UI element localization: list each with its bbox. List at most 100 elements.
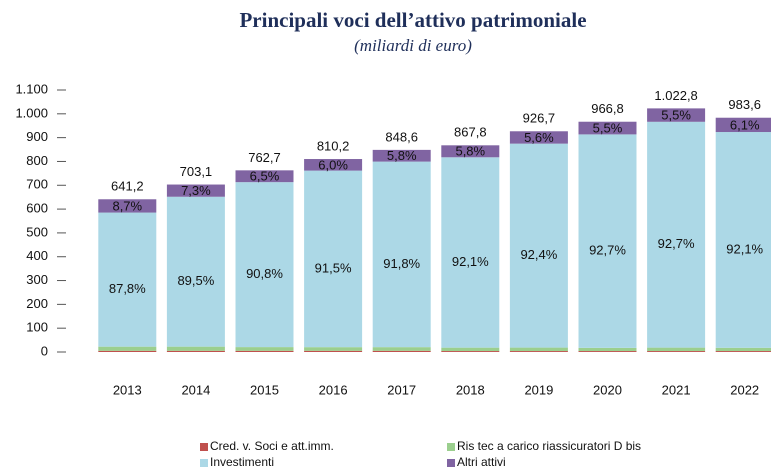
x-tick-label: 2020 <box>593 382 622 397</box>
legend-swatch <box>447 443 455 451</box>
share-label: 6,1% <box>730 117 760 132</box>
bar-segment <box>647 347 706 352</box>
total-label: 848,6 <box>385 129 418 144</box>
bar-segment <box>235 182 294 348</box>
y-tick-label: 0 <box>41 343 48 358</box>
bar-segment <box>304 350 363 352</box>
y-tick-label: 400 <box>26 248 48 263</box>
x-tick-label: 2019 <box>524 382 553 397</box>
bar-segment <box>166 350 225 352</box>
bar-segment <box>304 347 363 351</box>
share-label: 92,7% <box>658 236 695 251</box>
bar-segment <box>509 143 568 348</box>
share-label: 89,5% <box>177 273 214 288</box>
legend-label: Cred. v. Soci e att.imm. <box>210 439 334 453</box>
bar-segment <box>715 132 771 348</box>
bar-segment <box>578 347 637 352</box>
share-label: 5,8% <box>387 148 417 163</box>
x-tick-label: 2022 <box>730 382 759 397</box>
share-label: 92,1% <box>452 254 489 269</box>
x-tick-label: 2021 <box>662 382 691 397</box>
y-tick-label: 700 <box>26 177 48 192</box>
bar-segment <box>647 108 706 122</box>
bar-segment <box>441 351 500 352</box>
bar-segment <box>166 346 225 351</box>
x-tick-label: 2016 <box>319 382 348 397</box>
bar-segment <box>509 131 568 144</box>
bar-segment <box>578 121 637 135</box>
y-tick-label: 1.000 <box>15 105 48 120</box>
bar-segment <box>235 347 294 351</box>
legend-swatch <box>447 459 455 467</box>
bar-segment <box>441 145 500 158</box>
share-label: 91,5% <box>315 260 352 275</box>
total-label: 983,6 <box>728 97 761 112</box>
share-label: 7,3% <box>181 183 211 198</box>
y-tick-label: 600 <box>26 201 48 216</box>
share-label: 6,0% <box>318 157 348 172</box>
bar-segment <box>509 351 568 352</box>
chart-subtitle: (miliardi di euro) <box>354 36 472 55</box>
bar-segment <box>441 347 500 352</box>
legend-label: Investimenti <box>210 455 274 469</box>
share-label: 92,1% <box>726 241 763 256</box>
x-tick-label: 2014 <box>181 382 210 397</box>
share-label: 91,8% <box>383 256 420 271</box>
bar-segment <box>304 159 363 171</box>
bar-segment <box>98 346 157 351</box>
total-label: 1.022,8 <box>654 88 697 103</box>
total-label: 926,7 <box>523 111 556 126</box>
bar-segment <box>166 196 225 347</box>
legend-swatch <box>200 459 208 467</box>
y-tick-label: 300 <box>26 272 48 287</box>
bar-segment <box>304 170 363 348</box>
bar-segment <box>166 184 225 197</box>
bar-segment <box>235 170 294 183</box>
total-label: 703,1 <box>180 164 213 179</box>
share-label: 5,5% <box>593 120 623 135</box>
bar-segment <box>647 121 706 348</box>
share-label: 5,8% <box>455 144 485 159</box>
share-label: 90,8% <box>246 266 283 281</box>
bar-segment <box>372 161 431 348</box>
legend-label: Altri attivi <box>457 455 506 469</box>
x-tick-label: 2013 <box>113 382 142 397</box>
legend-swatch <box>200 443 208 451</box>
total-label: 762,7 <box>248 150 281 165</box>
bar-segment <box>372 350 431 352</box>
share-label: 6,5% <box>250 169 280 184</box>
y-tick-label: 200 <box>26 296 48 311</box>
bar-segment <box>372 149 431 162</box>
x-tick-label: 2017 <box>387 382 416 397</box>
legend-label: Ris tec a carico riassicuratori D bis <box>457 439 641 453</box>
share-label: 87,8% <box>109 281 146 296</box>
y-tick-label: 500 <box>26 224 48 239</box>
bar-segment <box>715 347 771 352</box>
total-label: 867,8 <box>454 125 487 140</box>
share-label: 5,6% <box>524 130 554 145</box>
x-tick-label: 2018 <box>456 382 485 397</box>
bar-segment <box>509 347 568 352</box>
y-tick-label: 800 <box>26 153 48 168</box>
bar-segment <box>98 212 157 347</box>
share-label: 92,7% <box>589 243 626 258</box>
share-label: 92,4% <box>520 247 557 262</box>
total-label: 641,2 <box>111 179 144 194</box>
x-tick-label: 2015 <box>250 382 279 397</box>
share-label: 8,7% <box>112 198 142 213</box>
chart-title: Principali voci dell’attivo patrimoniale <box>239 8 586 32</box>
total-label: 966,8 <box>591 101 624 116</box>
bar-segment <box>715 351 771 352</box>
y-tick-label: 1.100 <box>15 81 48 96</box>
share-label: 5,5% <box>661 108 691 123</box>
y-tick-label: 900 <box>26 129 48 144</box>
bar-segment <box>715 117 771 133</box>
bar-segment <box>441 157 500 348</box>
bar-segment <box>578 351 637 352</box>
bar-segment <box>98 199 157 213</box>
total-label: 810,2 <box>317 138 350 153</box>
bar-segment <box>647 351 706 352</box>
y-tick-label: 100 <box>26 320 48 335</box>
bar-segment <box>372 347 431 351</box>
